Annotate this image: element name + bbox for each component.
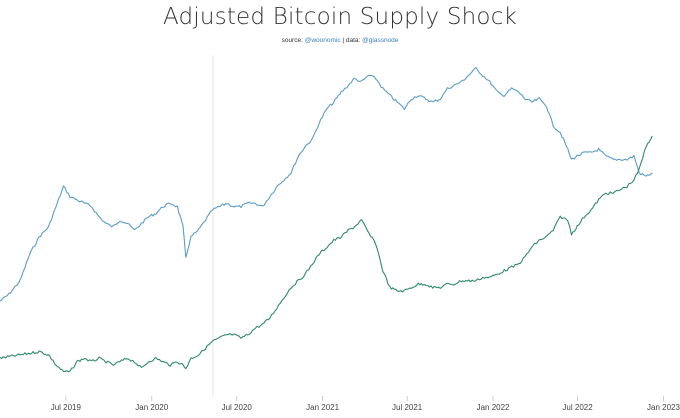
x-tick-label: Jan 2022 xyxy=(477,403,510,412)
source-label: source: xyxy=(281,37,303,44)
x-tick-label: Jan 2023 xyxy=(647,403,680,412)
data-handle-link[interactable]: @glassnode xyxy=(362,37,399,44)
x-tick-label: Jul 2020 xyxy=(222,403,253,412)
series-line-blue xyxy=(0,66,653,302)
x-tick-label: Jul 2022 xyxy=(562,403,593,412)
x-tick-label: Jul 2019 xyxy=(51,403,82,412)
x-tick-label: Jan 2021 xyxy=(306,403,339,412)
x-tick-label: Jan 2020 xyxy=(135,403,168,412)
data-label: | data: xyxy=(342,37,361,44)
source-handle-link[interactable]: @woonomic xyxy=(304,37,341,44)
chart-subtitle: source: @woonomic | data: @glassnode xyxy=(0,37,680,44)
series-line-green xyxy=(0,135,653,373)
x-tick-label: Jul 2021 xyxy=(392,403,423,412)
chart-title: Adjusted Bitcoin Supply Shock xyxy=(162,4,518,30)
